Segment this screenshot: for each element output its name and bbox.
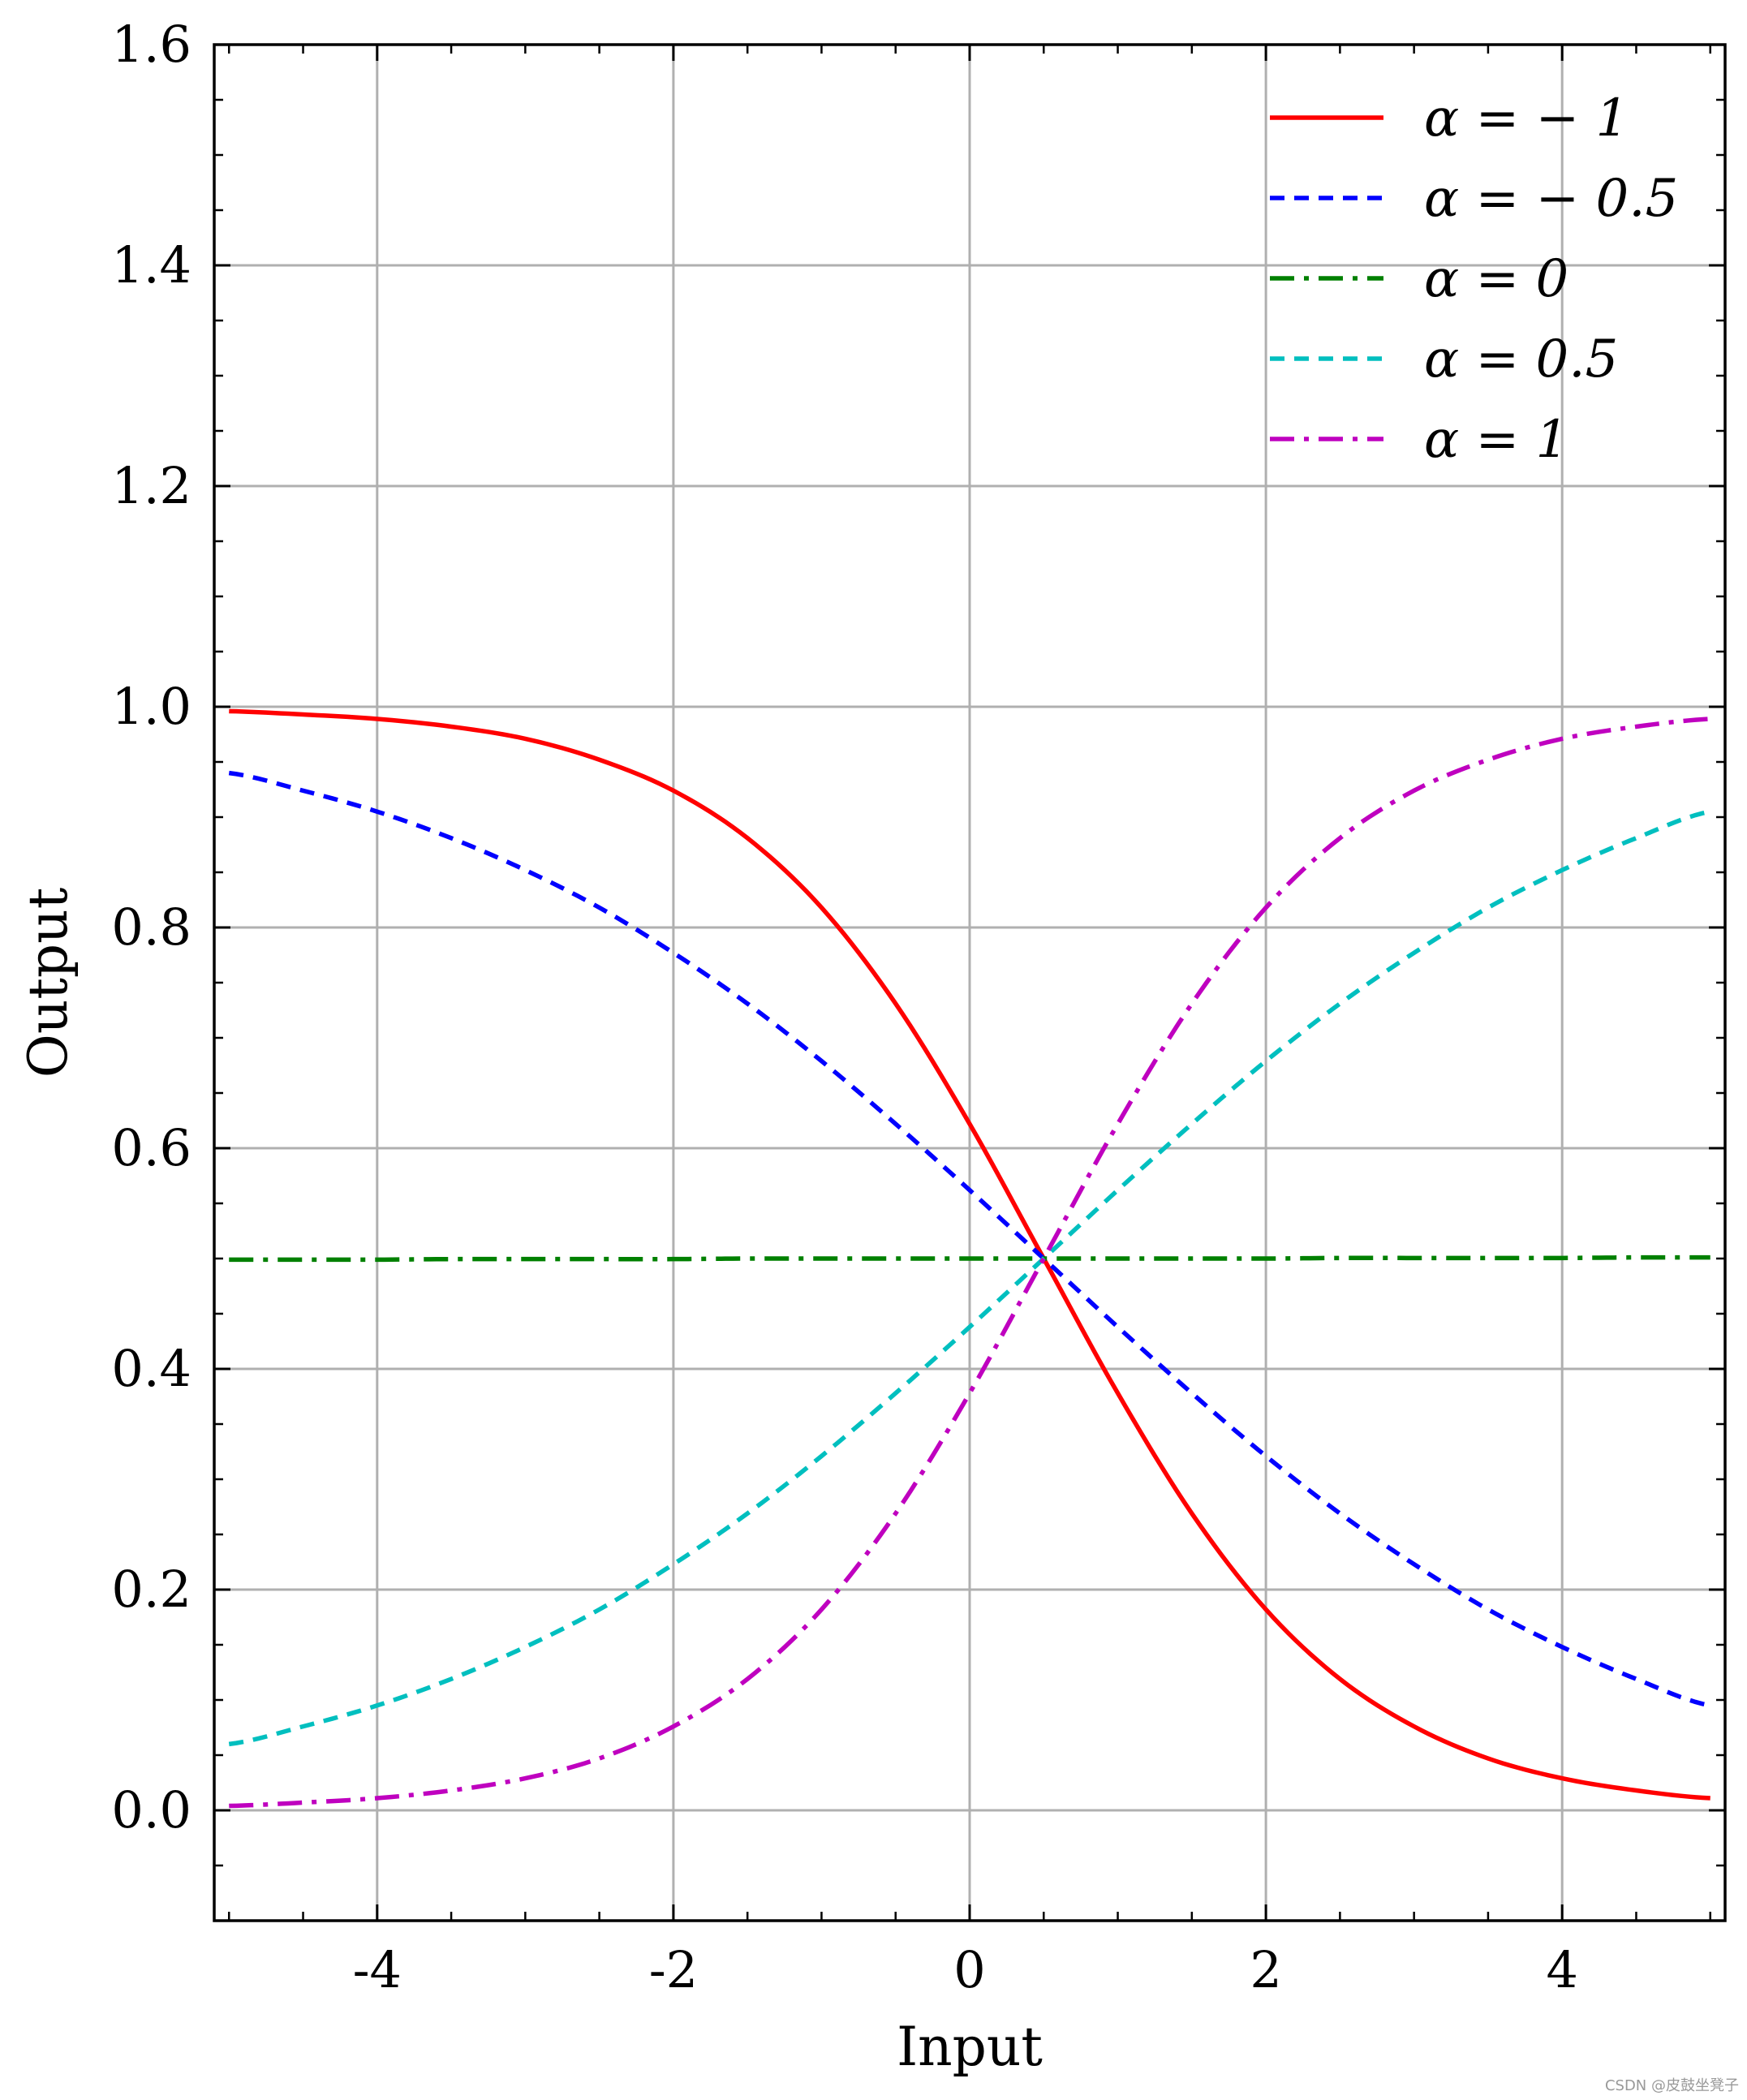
y-tick-label: 1.0 (111, 677, 191, 736)
axis-ticks (214, 43, 1725, 1922)
y-tick-label: 0.4 (111, 1339, 191, 1398)
series-line-1 (229, 708, 1710, 1801)
series-lines (228, 708, 1711, 1809)
x-tick-label: 2 (1250, 1940, 1281, 1999)
series-line-3 (229, 1254, 1710, 1263)
y-tick-label: 0.6 (111, 1118, 191, 1177)
watermark-text: CSDN @皮鼓坐凳子 (1604, 2077, 1739, 2094)
tick-labels: -4 -2 0 2 4 0.0 0.2 0.4 0.6 0.8 1.0 1.2 1.4 1.6 (111, 15, 1578, 1999)
y-tick-label: 0.0 (111, 1780, 191, 1840)
x-tick-label: -4 (353, 1940, 402, 1999)
legend-label: α = − 1 (1424, 88, 1629, 148)
y-tick-label: 0.2 (111, 1560, 191, 1619)
plot-frame (213, 43, 1727, 1922)
legend: α = − 1 α = − 0.5 α = 0 α = 0.5 α = 1 (1270, 88, 1678, 470)
y-tick-label: 1.4 (111, 235, 191, 295)
series-line-5 (229, 716, 1710, 1809)
y-tick-label: 1.2 (111, 456, 191, 515)
x-tick-label: -2 (649, 1940, 698, 1999)
series-line-2 (228, 770, 1711, 1708)
x-axis-label: Input (897, 2016, 1043, 2078)
series-line-4 (228, 809, 1711, 1747)
y-tick-label: 1.6 (111, 15, 191, 74)
legend-label: α = − 0.5 (1424, 169, 1678, 229)
legend-label: α = 0 (1424, 249, 1568, 309)
y-tick-label: 0.8 (111, 897, 191, 957)
x-tick-label: 0 (953, 1940, 985, 1999)
grid-lines (214, 43, 1725, 1921)
y-axis-label: Output (17, 888, 80, 1078)
x-tick-label: 4 (1546, 1940, 1577, 1999)
legend-label: α = 0.5 (1424, 329, 1618, 389)
legend-label: α = 1 (1424, 410, 1568, 470)
